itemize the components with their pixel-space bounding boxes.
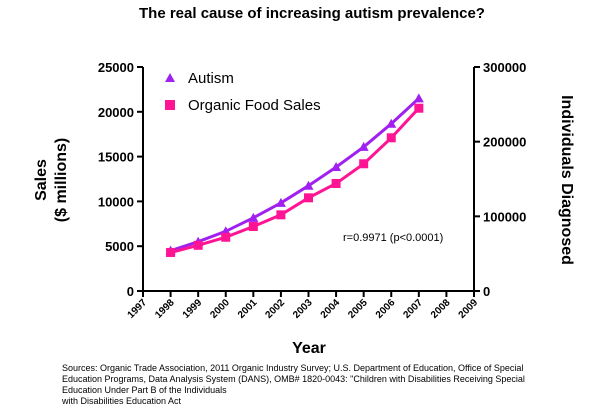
x-tick-label: 2009 [457,297,481,321]
autism-point [303,180,314,190]
organic-sales-point [276,210,286,220]
y-tick-left-label: 0 [127,284,134,299]
x-tick-label: 2001 [236,297,260,321]
y-tick-left-label: 15000 [98,150,134,165]
autism-point [275,197,286,207]
legend: Autism Organic Food Sales [165,70,321,114]
legend-triangle-marker [165,73,175,82]
x-tick-label: 2007 [401,297,425,321]
organic-sales-point [331,178,341,188]
x-tick-label: 2003 [291,297,315,321]
series-line-autism [170,97,420,253]
x-tick-label: 2000 [208,297,232,321]
organic-sales-point [221,232,231,242]
autism-point [248,212,259,222]
autism-point [358,141,369,151]
legend-label-autism: Autism [188,70,234,87]
x-tick-label: 1999 [181,297,205,321]
autism-point [331,162,342,172]
x-tick-label: 2002 [264,297,288,321]
y-tick-left-label: 10000 [98,194,134,209]
y-tick-left-label: 20000 [98,105,134,120]
organic-sales-point [304,193,313,203]
organic-sales-point [193,240,203,250]
sources-text: Sources: Organic Trade Association, 2011… [61,363,525,406]
y-axis-left-title-line2: ($ millions) [53,138,70,222]
source-line: Education Under Part B of the Individual… [62,385,227,395]
source-line: with Disabilities Education Act [61,396,182,406]
y-axis-left-title-line1: Sales [33,159,50,201]
y-axis-left-title: Sales ($ millions) [33,138,70,222]
y-axis-right-ticks: 0 100000 200000 300000 [474,60,526,299]
y-tick-right-label: 0 [483,284,490,299]
y-tick-right-label: 100000 [483,209,526,224]
legend-label-organic: Organic Food Sales [188,97,321,114]
organic-sales-point [414,103,424,113]
y-tick-right-label: 300000 [483,60,526,75]
y-tick-left-label: 25000 [98,60,134,75]
series-layer [165,93,424,257]
x-tick-label: 2004 [319,297,343,321]
chart-title: The real cause of increasing autism prev… [139,5,485,22]
organic-sales-point [166,247,176,257]
x-tick-label: 1998 [153,297,177,321]
y-axis-left-ticks: 0 5000 10000 15000 20000 25000 [98,60,143,299]
source-line: Sources: Organic Trade Association, 2011… [62,363,523,373]
x-tick-label: 2005 [346,297,370,321]
x-tick-label: 1997 [126,297,150,321]
x-axis-ticks: 1997 1998 1999 2000 2001 2002 2003 2004 2005 2006… [126,291,481,321]
x-tick-label: 2008 [429,297,453,321]
correlation-annotation: r=0.9971 (p<0.0001) [343,232,443,244]
source-line: Education Programs, Data Analysis System… [62,374,525,384]
x-tick-label: 2006 [374,297,398,321]
y-tick-left-label: 5000 [105,239,134,254]
series-line-organic-food-sales [170,107,420,254]
autism-point [413,93,424,103]
x-axis-title: Year [292,340,326,357]
organic-sales-point [248,221,258,231]
organic-sales-point [359,159,369,169]
legend-square-marker [165,100,175,110]
organic-sales-point [386,133,396,143]
y-axis-right-title: Individuals Diagnosed [558,95,575,265]
autism-point [386,118,397,128]
y-tick-right-label: 200000 [483,135,526,150]
